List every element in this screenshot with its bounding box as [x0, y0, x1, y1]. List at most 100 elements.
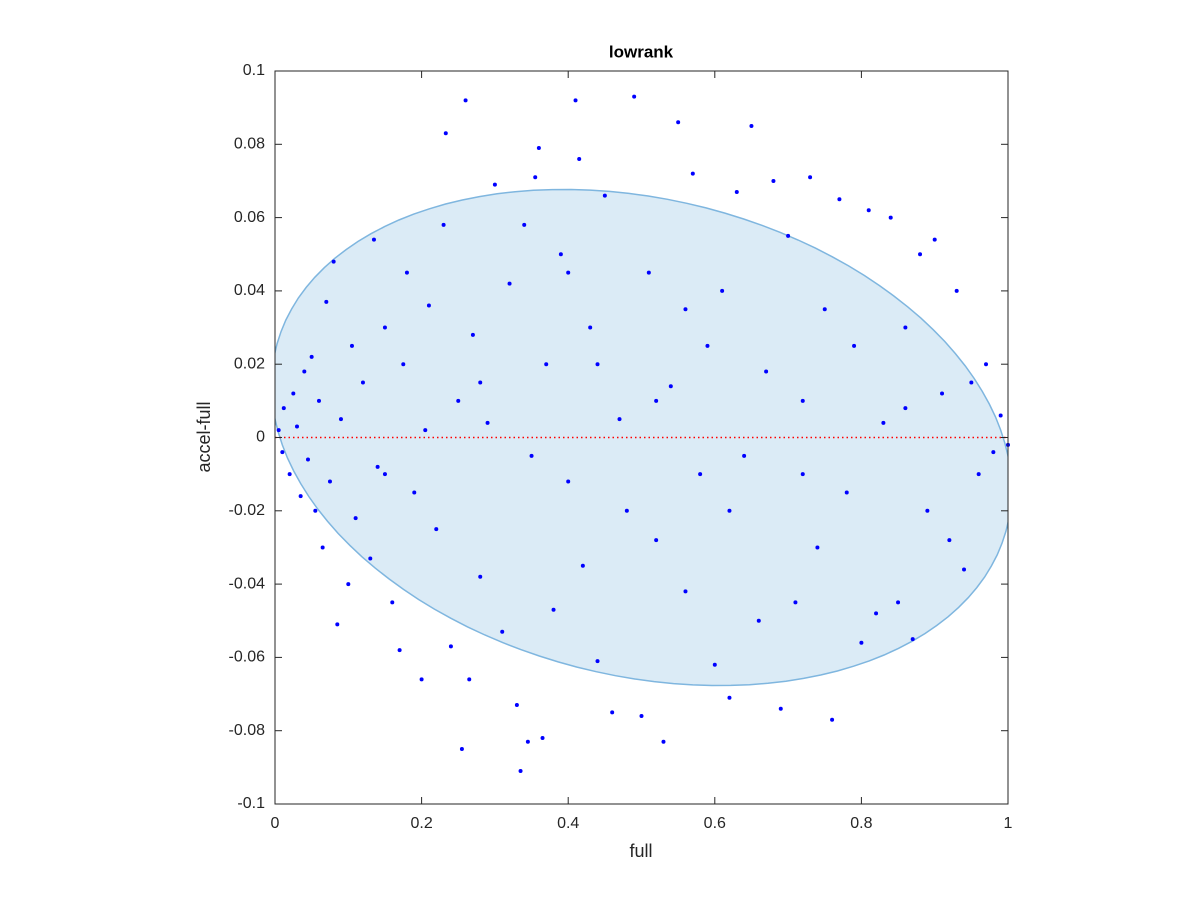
point — [320, 545, 325, 550]
point — [698, 472, 703, 477]
point — [918, 252, 923, 257]
point — [335, 622, 340, 627]
point — [984, 362, 989, 367]
y-axis-label: accel-full — [194, 401, 214, 472]
point — [822, 307, 827, 312]
x-tick-label: 0.2 — [410, 815, 432, 832]
point — [426, 303, 431, 308]
point — [844, 490, 849, 495]
point — [371, 237, 376, 242]
point — [368, 556, 373, 561]
point — [525, 739, 530, 744]
point — [412, 490, 417, 495]
point — [287, 472, 292, 477]
point — [309, 354, 314, 359]
point — [540, 736, 545, 741]
point — [998, 413, 1003, 418]
point — [580, 563, 585, 568]
y-tick-label: 0.06 — [234, 209, 265, 226]
point — [529, 453, 534, 458]
point — [940, 391, 945, 396]
y-tick-label: 0 — [256, 429, 265, 446]
y-tick-label: 0.04 — [234, 282, 265, 299]
point — [595, 362, 600, 367]
point — [808, 175, 813, 180]
point — [676, 120, 681, 125]
point — [533, 175, 538, 180]
point — [969, 380, 974, 385]
point — [932, 237, 937, 242]
point — [478, 574, 483, 579]
point — [727, 695, 732, 700]
point — [903, 406, 908, 411]
point — [588, 325, 593, 330]
point — [602, 193, 607, 198]
x-axis-label: full — [629, 841, 652, 861]
point — [991, 450, 996, 455]
point — [668, 384, 673, 389]
point — [881, 420, 886, 425]
x-tick-label: 1 — [1004, 815, 1013, 832]
y-tick-label: 0.02 — [234, 355, 265, 372]
point — [595, 659, 600, 664]
point — [294, 424, 299, 429]
point — [749, 123, 754, 128]
point — [327, 479, 332, 484]
y-tick-label: -0.06 — [229, 649, 266, 666]
point — [518, 769, 523, 774]
y-tick-label: -0.08 — [229, 722, 266, 739]
point — [459, 747, 464, 752]
point — [866, 208, 871, 213]
chart-title: lowrank — [609, 42, 674, 61]
point — [830, 717, 835, 722]
point — [800, 398, 805, 403]
point — [302, 369, 307, 374]
point — [349, 343, 354, 348]
point — [397, 648, 402, 653]
point — [485, 420, 490, 425]
point — [852, 343, 857, 348]
point — [470, 332, 475, 337]
point — [492, 182, 497, 187]
ellipse-region — [275, 188, 1008, 687]
y-tick-label: -0.04 — [229, 575, 266, 592]
point — [456, 398, 461, 403]
point — [683, 307, 688, 312]
point — [551, 607, 556, 612]
point — [281, 406, 286, 411]
point — [298, 494, 303, 499]
point — [566, 479, 571, 484]
point — [382, 325, 387, 330]
point — [888, 215, 893, 220]
point — [441, 222, 446, 227]
point — [925, 508, 930, 513]
point — [976, 472, 981, 477]
y-tick-label: -0.1 — [237, 795, 265, 812]
point — [434, 527, 439, 532]
point — [756, 618, 761, 623]
point — [896, 600, 901, 605]
point — [786, 233, 791, 238]
point — [467, 677, 472, 682]
point — [276, 428, 281, 433]
point — [734, 189, 739, 194]
point — [800, 472, 805, 477]
point — [324, 299, 329, 304]
point — [646, 270, 651, 275]
point — [316, 398, 321, 403]
point — [617, 417, 622, 422]
point — [903, 325, 908, 330]
x-tick-label: 0.6 — [704, 815, 726, 832]
point — [544, 362, 549, 367]
point — [771, 178, 776, 183]
point — [815, 545, 820, 550]
point — [443, 131, 448, 136]
point — [375, 464, 380, 469]
point — [661, 739, 666, 744]
point — [720, 288, 725, 293]
y-tick-label: 0.08 — [234, 136, 265, 153]
point — [624, 508, 629, 513]
point — [390, 600, 395, 605]
point — [423, 428, 428, 433]
point — [632, 94, 637, 99]
